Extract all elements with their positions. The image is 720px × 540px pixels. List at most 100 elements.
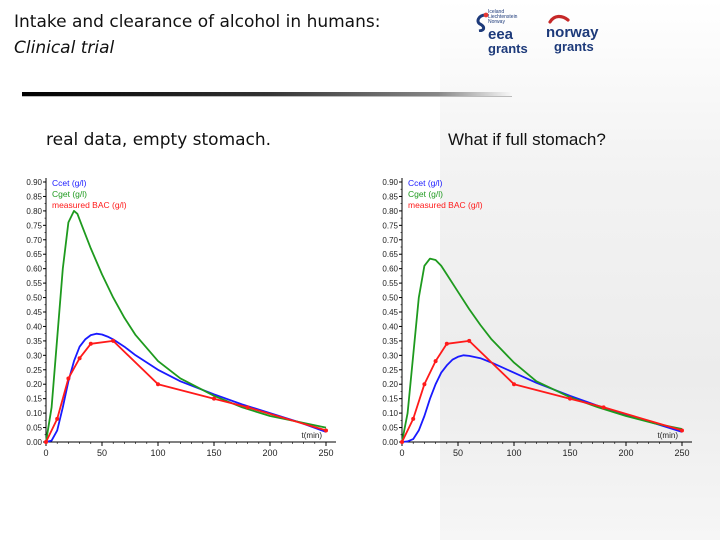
x-tick-label: 0 — [43, 448, 48, 458]
eea-word1: eea — [488, 26, 514, 43]
eea-tiny-line: Liechtenstein — [488, 14, 518, 20]
series-line-0 — [401, 354, 683, 443]
y-tick-label: 0.00 — [26, 438, 42, 447]
y-tick-label: 0.60 — [382, 265, 398, 274]
header-divider-shadow — [22, 96, 512, 97]
y-tick-label: 0.55 — [382, 279, 398, 288]
y-tick-label: 0.85 — [26, 192, 42, 201]
left-chart-caption: real data, empty stomach. — [46, 130, 272, 150]
data-point — [44, 440, 48, 444]
norway-word2: grants — [554, 39, 594, 54]
x-tick-label: 200 — [262, 448, 277, 458]
x-tick-label: 250 — [318, 448, 333, 458]
y-tick-label: 0.10 — [26, 409, 42, 418]
series-line-1 — [45, 210, 327, 443]
x-tick-label: 150 — [206, 448, 221, 458]
y-tick-label: 0.15 — [26, 395, 42, 404]
page-subtitle: Clinical trial — [14, 38, 115, 58]
x-axis-label: t(min) — [302, 431, 323, 440]
data-point — [111, 338, 116, 343]
series-line-1 — [401, 257, 683, 443]
y-tick-label: 0.50 — [26, 294, 42, 303]
x-axis-label: t(min) — [658, 431, 679, 440]
series-line-2 — [401, 339, 683, 443]
data-point — [66, 376, 71, 381]
y-tick-label: 0.25 — [382, 366, 398, 375]
y-tick-label: 0.55 — [26, 279, 42, 288]
y-tick-label: 0.70 — [382, 236, 398, 245]
y-tick-label: 0.75 — [382, 221, 398, 230]
y-tick-label: 0.15 — [382, 395, 398, 404]
header-divider — [22, 92, 512, 96]
data-point — [422, 382, 427, 387]
data-point — [680, 428, 684, 433]
data-point — [245, 405, 250, 410]
data-point — [77, 356, 82, 361]
x-tick-label: 150 — [562, 448, 577, 458]
x-tick-label: 250 — [674, 448, 689, 458]
y-tick-label: 0.30 — [382, 351, 398, 360]
data-point — [156, 382, 160, 387]
eea-tiny-line: Norway — [488, 19, 505, 25]
x-tick-label: 50 — [97, 448, 107, 458]
x-tick-label: 200 — [618, 448, 633, 458]
eea-tiny-line: Iceland — [488, 9, 505, 15]
chart-svg: 0.00 0.05 0.10 0.15 0.20 0.25 0.30 0.35 0.40 0.45… — [382, 178, 692, 458]
y-tick-label: 0.45 — [26, 308, 42, 317]
y-tick-label: 0.90 — [26, 178, 42, 187]
data-point — [568, 396, 572, 401]
legend-entry: measured BAC (g/l) — [408, 200, 483, 210]
data-point — [444, 341, 449, 346]
data-point — [467, 338, 472, 343]
chart-svg: 0.00 0.05 0.10 0.15 0.20 0.25 0.30 0.35 0.40 0.45… — [26, 178, 336, 458]
y-tick-label: 0.70 — [26, 236, 42, 245]
series-line-2 — [45, 339, 327, 443]
y-tick-label: 0.80 — [26, 207, 42, 216]
data-point — [411, 416, 416, 421]
y-tick-label: 0.05 — [382, 424, 398, 433]
series-line-0 — [45, 332, 327, 443]
y-tick-label: 0.30 — [26, 351, 42, 360]
y-tick-label: 0.35 — [382, 337, 398, 346]
legend-entry: Cget (g/l) — [52, 189, 87, 199]
norway-word1: norway — [546, 24, 599, 41]
y-tick-label: 0.35 — [26, 337, 42, 346]
legend-entry: Ccet (g/l) — [52, 178, 87, 188]
y-tick-label: 0.65 — [382, 250, 398, 259]
x-tick-label: 100 — [506, 448, 521, 458]
data-point — [400, 440, 404, 444]
y-tick-label: 0.10 — [382, 409, 398, 418]
y-tick-label: 0.60 — [26, 265, 42, 274]
y-tick-label: 0.20 — [382, 380, 398, 389]
y-tick-label: 0.40 — [382, 322, 398, 331]
y-tick-label: 0.85 — [382, 192, 398, 201]
data-point — [324, 428, 328, 433]
x-tick-label: 0 — [399, 448, 404, 458]
x-tick-label: 50 — [453, 448, 463, 458]
data-point — [88, 341, 93, 346]
data-point — [512, 382, 516, 387]
y-tick-label: 0.65 — [26, 250, 42, 259]
y-tick-label: 0.20 — [26, 380, 42, 389]
y-tick-label: 0.75 — [26, 221, 42, 230]
legend-entry: measured BAC (g/l) — [52, 200, 127, 210]
y-tick-label: 0.50 — [382, 294, 398, 303]
data-point — [212, 396, 216, 401]
background-gradient — [440, 0, 720, 540]
y-tick-label: 0.45 — [382, 308, 398, 317]
data-point — [601, 405, 606, 410]
data-point — [433, 359, 438, 364]
eea-word2: grants — [488, 41, 528, 56]
right-chart-caption: What if full stomach? — [448, 130, 606, 149]
norway-grants-logo: norway grants — [546, 10, 616, 56]
legend-entry: Cget (g/l) — [408, 189, 443, 199]
page-title: Intake and clearance of alcohol in human… — [14, 12, 381, 32]
legend-entry: Ccet (g/l) — [408, 178, 443, 188]
chart-empty-stomach: 0.00 0.05 0.10 0.15 0.20 0.25 0.30 0.35 0.40 0.45… — [10, 172, 340, 462]
y-tick-label: 0.80 — [382, 207, 398, 216]
eea-mark-icon — [476, 12, 489, 32]
y-tick-label: 0.40 — [26, 322, 42, 331]
y-tick-label: 0.05 — [26, 424, 42, 433]
x-tick-label: 100 — [150, 448, 165, 458]
eea-grants-logo: Iceland Liechtenstein Norway eea grants — [474, 10, 536, 56]
